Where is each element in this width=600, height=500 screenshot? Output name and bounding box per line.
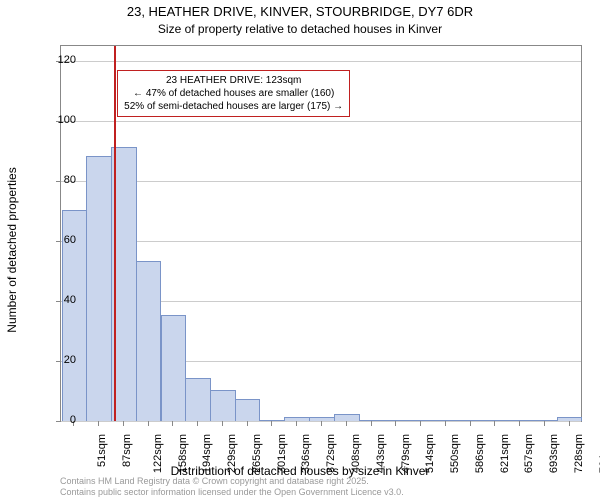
chart-subtitle: Size of property relative to detached ho… [0, 22, 600, 36]
x-tick-mark [271, 421, 272, 426]
annotation-line3: 52% of semi-detached houses are larger (… [124, 100, 343, 113]
x-tick-mark [321, 421, 322, 426]
y-tick-label: 0 [70, 414, 76, 426]
histogram-bar [210, 390, 236, 421]
x-tick-mark [494, 421, 495, 426]
x-tick-mark [296, 421, 297, 426]
x-tick-mark [445, 421, 446, 426]
histogram-bar [185, 378, 211, 421]
chart-title: 23, HEATHER DRIVE, KINVER, STOURBRIDGE, … [0, 4, 600, 19]
x-tick-mark [519, 421, 520, 426]
x-tick-mark [172, 421, 173, 426]
annotation-line1: 23 HEATHER DRIVE: 123sqm [124, 74, 343, 87]
property-marker-line [114, 46, 116, 421]
credit-line1: Contains HM Land Registry data © Crown c… [60, 476, 404, 487]
x-tick-label: 51sqm [96, 434, 108, 467]
credit-line2: Contains public sector information licen… [60, 487, 404, 498]
y-tick-label: 80 [64, 174, 76, 186]
x-tick-mark [395, 421, 396, 426]
histogram-bar [532, 420, 558, 421]
histogram-bar [86, 156, 112, 421]
x-tick-mark [98, 421, 99, 426]
x-tick-mark [197, 421, 198, 426]
x-tick-mark [346, 421, 347, 426]
y-tick-mark [56, 241, 61, 242]
y-tick-label: 120 [58, 54, 76, 66]
y-tick-mark [56, 181, 61, 182]
x-tick-mark [371, 421, 372, 426]
y-tick-label: 20 [64, 354, 76, 366]
annotation-box: 23 HEATHER DRIVE: 123sqm ← 47% of detach… [117, 70, 350, 117]
annotation-line2: ← 47% of detached houses are smaller (16… [124, 87, 343, 100]
y-tick-label: 100 [58, 114, 76, 126]
x-tick-mark [148, 421, 149, 426]
plot-area: 23 HEATHER DRIVE: 123sqm ← 47% of detach… [60, 45, 582, 422]
x-tick-mark [470, 421, 471, 426]
y-tick-label: 40 [64, 294, 76, 306]
chart-container: 23, HEATHER DRIVE, KINVER, STOURBRIDGE, … [0, 0, 600, 500]
y-axis-label: Number of detached properties [5, 167, 19, 332]
histogram-bar [334, 414, 360, 421]
y-tick-mark [56, 301, 61, 302]
x-tick-mark [544, 421, 545, 426]
y-tick-label: 60 [64, 234, 76, 246]
histogram-bar [161, 315, 187, 421]
y-tick-mark [56, 421, 61, 422]
histogram-bar [136, 261, 162, 421]
x-tick-mark [123, 421, 124, 426]
x-tick-mark [247, 421, 248, 426]
x-tick-mark [569, 421, 570, 426]
histogram-bar [235, 399, 261, 421]
x-tick-label: 87sqm [121, 434, 133, 467]
y-tick-mark [56, 361, 61, 362]
x-tick-mark [222, 421, 223, 426]
histogram-bar [433, 420, 459, 421]
credits: Contains HM Land Registry data © Crown c… [60, 476, 404, 498]
x-tick-mark [420, 421, 421, 426]
